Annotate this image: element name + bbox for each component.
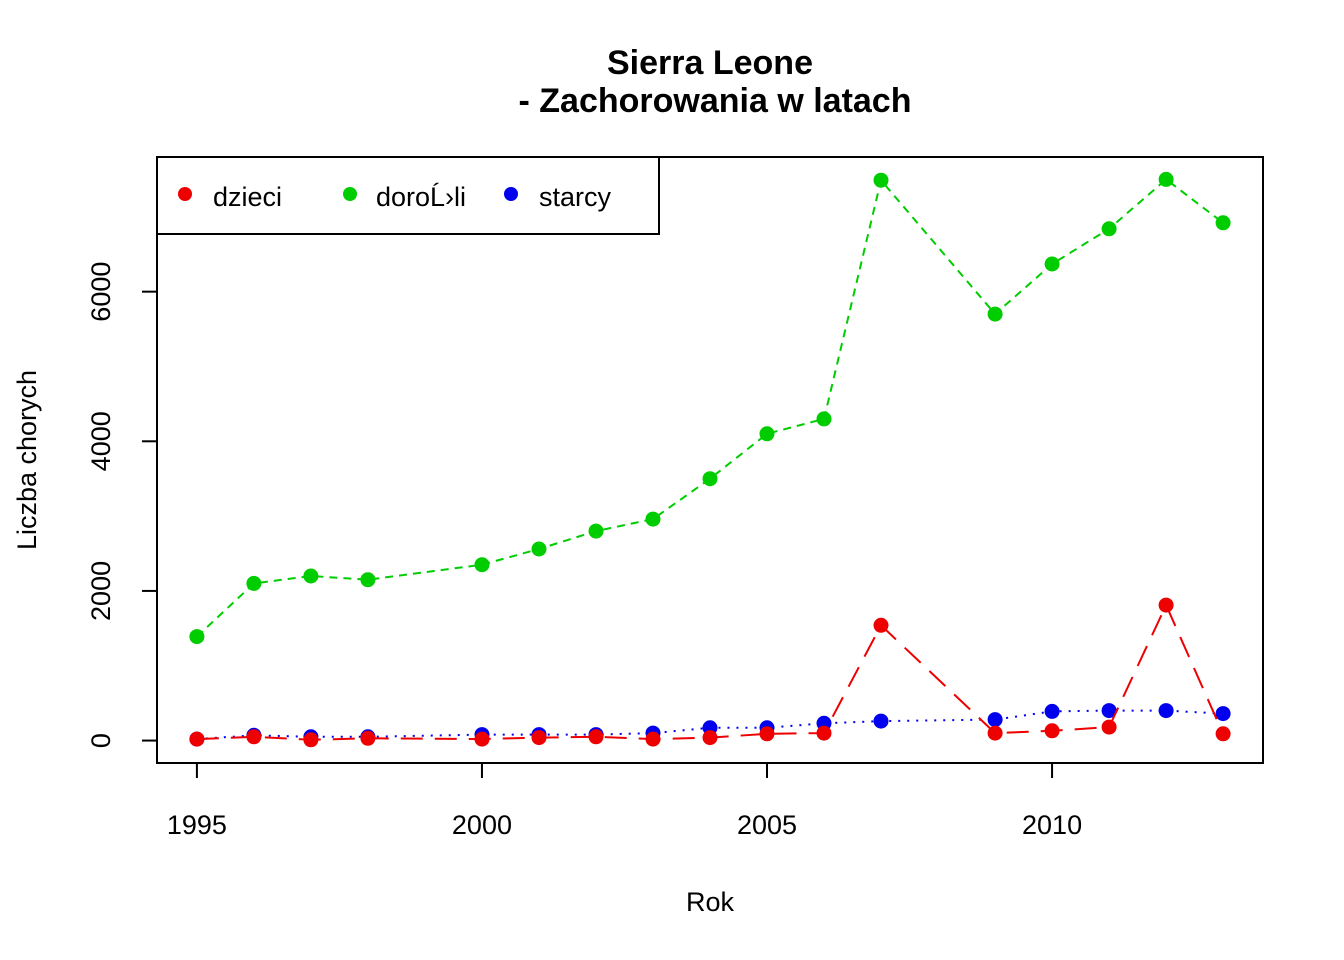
point-dorosli-2009: [987, 306, 1003, 322]
series-dzieci: [189, 597, 1231, 748]
y-axis: 0 2000 4000 6000: [86, 262, 157, 748]
point-starcy-2011: [1101, 703, 1117, 719]
point-starcy-2007: [873, 713, 889, 729]
point-dorosli-2012: [1158, 171, 1174, 187]
point-dzieci-2002: [588, 729, 604, 745]
point-dzieci-1996: [246, 729, 262, 745]
point-dzieci-2010: [1044, 723, 1060, 739]
point-dzieci-2011: [1101, 719, 1117, 735]
point-dorosli-2013: [1215, 215, 1231, 231]
point-dorosli-2000: [474, 557, 490, 573]
point-dorosli-2003: [645, 511, 661, 527]
point-dzieci-2012: [1158, 597, 1174, 613]
y-tick-label-4000: 4000: [86, 411, 116, 471]
y-tick-label-6000: 6000: [86, 262, 116, 322]
point-dorosli-2004: [702, 471, 718, 487]
point-dzieci-2004: [702, 730, 718, 746]
legend-marker-dorosli: [343, 187, 357, 201]
point-dorosli-2006: [816, 411, 832, 427]
legend-marker-dzieci: [178, 187, 192, 201]
point-dzieci-2013: [1215, 726, 1231, 742]
y-tick-label-2000: 2000: [86, 561, 116, 621]
point-starcy-2009: [987, 712, 1003, 728]
point-dzieci-2009: [987, 725, 1003, 741]
point-dzieci-2006: [816, 725, 832, 741]
point-dorosli-2005: [759, 426, 775, 442]
point-dzieci-1998: [360, 730, 376, 746]
point-dorosli-1998: [360, 572, 376, 588]
point-dorosli-2001: [531, 541, 547, 557]
point-dorosli-2011: [1101, 221, 1117, 237]
legend-label-starcy: starcy: [539, 182, 612, 212]
point-dzieci-1997: [303, 732, 319, 748]
x-axis-label: Rok: [686, 887, 735, 917]
chart-title-line1: Sierra Leone: [607, 44, 813, 82]
point-dzieci-2001: [531, 730, 547, 746]
x-tick-label-2010: 2010: [1022, 810, 1082, 840]
point-dorosli-1995: [189, 629, 205, 645]
x-tick-label-2000: 2000: [452, 810, 512, 840]
point-dorosli-2010: [1044, 256, 1060, 272]
y-tick-label-0: 0: [86, 733, 116, 748]
legend-label-dzieci: dzieci: [213, 182, 282, 212]
point-dzieci-2003: [645, 731, 661, 747]
point-dzieci-2000: [474, 731, 490, 747]
chart-title-line2: - Zachorowania w latach: [519, 82, 912, 120]
series-line-dzieci: [196, 602, 1225, 741]
point-dorosli-1997: [303, 568, 319, 584]
legend: dzieci doroĹ›li starcy: [156, 156, 660, 235]
point-starcy-2012: [1158, 703, 1174, 719]
plot-frame: [156, 156, 1264, 764]
point-dzieci-2005: [759, 726, 775, 742]
point-dorosli-2002: [588, 523, 604, 539]
legend-box: [156, 156, 660, 235]
point-starcy-2010: [1044, 703, 1060, 719]
series-line-dorosli: [196, 178, 1224, 638]
point-dzieci-1995: [189, 731, 205, 747]
point-dzieci-2007: [873, 617, 889, 633]
legend-marker-starcy: [504, 187, 518, 201]
x-tick-label-1995: 1995: [167, 810, 227, 840]
point-dorosli-1996: [246, 575, 262, 591]
point-dorosli-2007: [873, 172, 889, 188]
x-axis: 1995 2000 2005 2010: [167, 763, 1082, 840]
point-starcy-2013: [1215, 706, 1231, 722]
y-axis-label: Liczba chorych: [12, 370, 42, 550]
series-layer: [189, 171, 1231, 748]
series-dorosli: [189, 171, 1231, 645]
x-tick-label-2005: 2005: [737, 810, 797, 840]
legend-label-dorosli: doroĹ›li: [376, 182, 466, 212]
